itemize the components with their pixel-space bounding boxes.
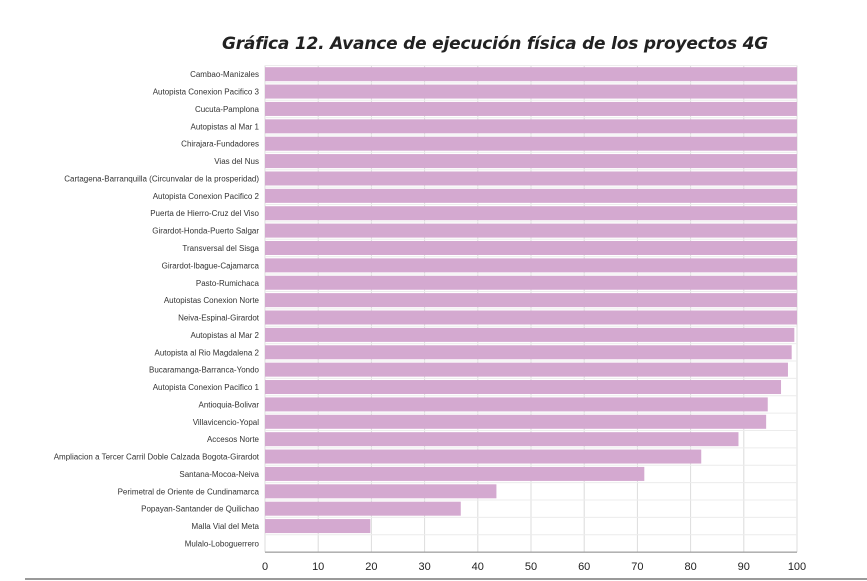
x-tick-label: 10 [312,561,324,573]
category-label: Autopista al Rio Magdalena 2 [154,348,259,357]
category-label: Autopista Conexion Pacifico 2 [153,192,260,201]
bar [265,519,371,534]
x-tick-label: 0 [262,561,268,573]
bar [265,432,739,447]
category-label: Transversal del Sisga [182,244,259,253]
x-tick-label: 100 [788,561,806,573]
bar [265,484,497,499]
x-tick-label: 30 [418,561,430,573]
bar [265,136,797,151]
category-label: Ampliacion a Tercer Carril Doble Calzada… [54,453,260,462]
bar [265,293,797,308]
bar [265,310,797,325]
bar [265,206,797,221]
bar [265,171,797,186]
category-label: Bucaramanga-Barranca-Yondo [149,366,260,375]
bar [265,84,797,99]
bar [265,119,797,134]
category-label: Autopista Conexion Pacifico 3 [153,88,260,97]
bar [265,101,797,116]
x-tick-label: 70 [631,561,643,573]
bottom-divider [25,578,867,580]
x-tick-label: 60 [578,561,590,573]
category-label: Santana-Mocoa-Neiva [179,470,259,479]
category-label: Antioquia-Bolivar [199,400,260,409]
category-label: Mulalo-Loboguerrero [185,539,260,548]
bar [265,449,702,464]
bar [265,327,795,342]
x-tick-label: 20 [365,561,377,573]
bar [265,345,792,360]
bar [265,414,767,429]
category-label: Pasto-Rumichaca [196,279,260,288]
category-label: Autopistas al Mar 2 [191,331,260,340]
category-label: Cartagena-Barranquilla (Circunvalar de l… [64,174,259,183]
bar [265,397,768,412]
bar [265,188,797,203]
category-label: Popayan-Santander de Quilichao [141,505,259,514]
category-label: Vias del Nus [214,157,259,166]
bar [265,223,797,238]
category-label: Girardot-Honda-Puerto Salgar [152,227,259,236]
category-label: Autopistas al Mar 1 [191,122,260,131]
category-label: Autopista Conexion Pacifico 1 [153,383,260,392]
bar [265,67,797,82]
bar [265,275,797,290]
category-label: Villavicencio-Yopal [193,418,259,427]
x-tick-label: 80 [684,561,696,573]
x-tick-label: 90 [738,561,750,573]
category-label: Perimetral de Oriente de Cundinamarca [118,487,260,496]
category-label: Cambao-Manizales [190,70,259,79]
category-label: Neiva-Espinal-Girardot [178,314,260,323]
bar [265,240,797,255]
category-label: Chirajara-Fundadores [181,140,259,149]
x-tick-label: 40 [472,561,484,573]
x-tick-label: 50 [525,561,537,573]
category-label: Girardot-Ibague-Cajamarca [162,261,260,270]
category-label: Autopistas Conexion Norte [164,296,260,305]
category-label: Cucuta-Pamplona [195,105,260,114]
bar [265,466,645,481]
bar [265,258,797,273]
chart-title: Gráfica 12. Avance de ejecución física d… [222,34,768,54]
category-label: Accesos Norte [207,435,260,444]
bar [265,362,788,377]
bar [265,501,461,516]
category-label: Puerta de Hierro-Cruz del Viso [150,209,259,218]
category-label: Malla Vial del Meta [192,522,260,531]
bar [265,380,782,395]
bar [265,154,797,169]
